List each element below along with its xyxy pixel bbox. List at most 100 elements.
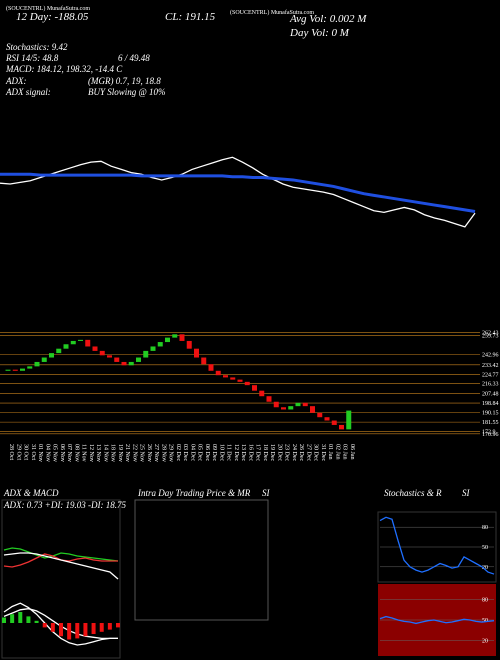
series-line bbox=[379, 516, 495, 575]
x-tick-label: 19 Nov bbox=[117, 444, 123, 462]
x-tick-label: 20 Dec bbox=[276, 444, 282, 461]
rsi2: 6 / 49.48 bbox=[118, 53, 150, 63]
series-line bbox=[0, 156, 476, 228]
candle bbox=[223, 375, 228, 378]
panel bbox=[1, 499, 121, 659]
y-tick-label: 20 bbox=[482, 565, 488, 571]
x-tick-label: 01 Jan bbox=[327, 444, 333, 460]
candle bbox=[85, 339, 91, 347]
y-tick-label: 262.43 bbox=[482, 331, 499, 337]
x-tick-label: 23 Dec bbox=[284, 444, 290, 461]
y-tick-label: 233.42 bbox=[482, 363, 499, 369]
candle bbox=[5, 369, 11, 371]
day12: 12 Day: -188.05 bbox=[16, 11, 89, 23]
candle bbox=[49, 353, 54, 358]
candle bbox=[56, 348, 62, 354]
candle bbox=[78, 339, 83, 341]
chart-id-2: (SOUCENTRL) MunafaSutra.com bbox=[230, 9, 314, 16]
adx-line: ADX: 0.73 +DI: 19.03 -DI: 18.75 bbox=[3, 500, 127, 510]
candle bbox=[92, 346, 98, 351]
adx-vals: (MGR) 0.7, 19, 18.8 bbox=[88, 76, 161, 86]
candle bbox=[34, 361, 40, 367]
y-tick-label: 198.84 bbox=[482, 401, 499, 407]
y-tick-label: 50 bbox=[482, 618, 488, 624]
histogram-bar bbox=[10, 614, 15, 623]
x-tick-label: 13 Nov bbox=[95, 444, 101, 462]
candle bbox=[346, 410, 352, 430]
y-tick-label: 170.96 bbox=[482, 432, 499, 438]
candle bbox=[157, 342, 163, 347]
panel-title: Stochastics & R bbox=[384, 488, 442, 498]
x-tick-label: 04 Dec bbox=[189, 444, 195, 461]
histogram-bar bbox=[107, 623, 112, 630]
candle bbox=[121, 361, 127, 366]
y-tick-label: 80 bbox=[482, 598, 488, 604]
y-tick-label: 216.33 bbox=[482, 382, 499, 388]
y-tick-label: 207.48 bbox=[482, 391, 499, 397]
histogram-bar bbox=[83, 623, 88, 637]
candle bbox=[331, 420, 337, 425]
panel-title: ADX & MACD bbox=[3, 488, 59, 498]
candle bbox=[186, 340, 192, 349]
x-tick-label: 12 Nov bbox=[88, 444, 94, 462]
x-tick-label: 30 Oct bbox=[23, 444, 29, 460]
histogram-bar bbox=[67, 623, 72, 640]
candle bbox=[172, 334, 178, 338]
x-tick-label: 13 Dec bbox=[240, 444, 246, 461]
candle bbox=[179, 334, 185, 341]
candle bbox=[12, 369, 18, 371]
panel-title: Intra Day Trading Price & MR bbox=[137, 488, 251, 498]
histogram-bar bbox=[34, 620, 39, 623]
x-tick-label: 21 Nov bbox=[124, 444, 130, 462]
x-tick-label: 31 Oct bbox=[30, 444, 36, 460]
y-tick-label: 242.96 bbox=[482, 352, 499, 358]
y-tick-label: 259.73 bbox=[482, 334, 499, 340]
candle bbox=[150, 346, 156, 351]
histogram-bar bbox=[75, 623, 80, 639]
x-tick-label: 08 Nov bbox=[73, 444, 79, 462]
x-tick-label: 07 Nov bbox=[66, 444, 72, 462]
candle bbox=[27, 366, 33, 369]
candle bbox=[324, 417, 330, 421]
y-tick-label: 80 bbox=[482, 525, 488, 531]
candle bbox=[237, 379, 243, 382]
adx: ADX: bbox=[5, 76, 27, 86]
x-tick-label: 22 Nov bbox=[131, 444, 137, 462]
candle bbox=[201, 357, 207, 365]
y-tick-label: 20 bbox=[482, 638, 488, 644]
histogram-bar bbox=[91, 623, 96, 634]
x-tick-label: 25 Nov bbox=[139, 444, 145, 462]
candle bbox=[114, 357, 120, 362]
histogram-bar bbox=[18, 612, 23, 623]
candle bbox=[165, 337, 170, 343]
y-tick-label: 50 bbox=[482, 545, 488, 551]
candle bbox=[244, 381, 250, 386]
x-tick-label: 24 Dec bbox=[291, 444, 297, 461]
close: CL: 191.15 bbox=[165, 11, 216, 23]
x-tick-label: 16 Dec bbox=[247, 444, 253, 461]
x-tick-label: 06 Jan bbox=[349, 444, 355, 460]
histogram-bar bbox=[2, 617, 6, 623]
candle bbox=[288, 406, 294, 410]
candle bbox=[252, 385, 257, 391]
x-tick-label: 18 Nov bbox=[110, 444, 116, 462]
day-vol: Day Vol: 0 M bbox=[289, 27, 350, 39]
candle bbox=[215, 370, 221, 376]
x-tick-label: 03 Jan bbox=[342, 444, 348, 460]
x-tick-label: 01 Nov bbox=[37, 444, 43, 462]
candle bbox=[310, 406, 315, 413]
x-tick-label: 28 Oct bbox=[8, 444, 14, 460]
avg-vol: Avg Vol: 0.002 M bbox=[289, 13, 367, 25]
series-line bbox=[3, 547, 119, 562]
candle bbox=[302, 402, 308, 407]
x-tick-label: 12 Dec bbox=[233, 444, 239, 461]
candle bbox=[295, 402, 301, 407]
x-tick-label: 04 Nov bbox=[44, 444, 50, 462]
macd: MACD: 184.12, 198.32, -14.4 C bbox=[5, 64, 123, 74]
candle bbox=[281, 407, 286, 410]
x-tick-label: 19 Dec bbox=[269, 444, 275, 461]
histogram-bar bbox=[116, 623, 120, 628]
candle bbox=[20, 368, 25, 371]
candle bbox=[99, 350, 105, 356]
